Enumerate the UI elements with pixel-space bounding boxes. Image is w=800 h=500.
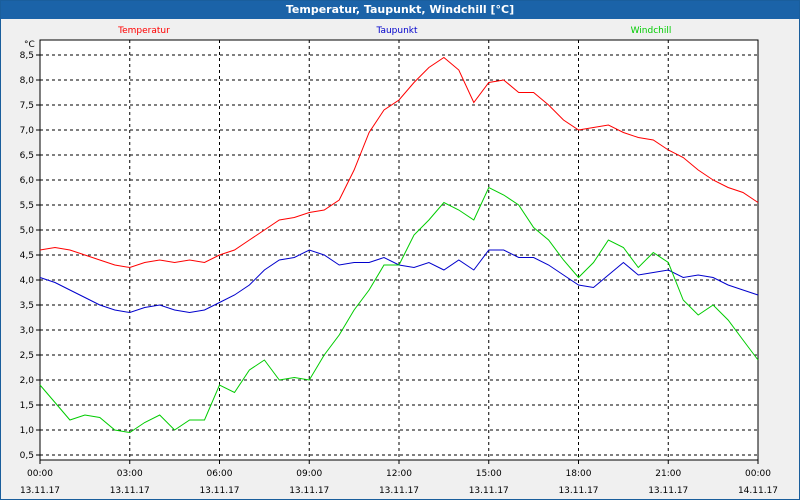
x-axis: 00:00 13.11.17 03:00 13.11.17 06:00 13.11.17 0… xyxy=(20,460,778,496)
y-tick-label: 4,5 xyxy=(20,251,34,261)
series-lines xyxy=(39,56,759,434)
x-tick-date-label: 13.11.17 xyxy=(199,486,239,496)
y-tick-label: 7,0 xyxy=(20,126,35,136)
y-tick-label: 4,0 xyxy=(20,276,35,286)
y-tick-label: 8,5 xyxy=(20,51,34,61)
legend-entry-windchill: Windchill xyxy=(631,26,672,36)
y-tick-label: 2,0 xyxy=(20,376,35,386)
y-tick-label: 6,0 xyxy=(20,176,35,186)
x-tick-time-label: 00:00 xyxy=(745,469,771,479)
x-tick-time-label: 18:00 xyxy=(566,469,592,479)
y-tick-label: 5,5 xyxy=(20,201,34,211)
x-tick-time-label: 12:00 xyxy=(386,469,412,479)
legend-entry-temperatur: Temperatur xyxy=(117,26,170,36)
series-line-windchill xyxy=(39,186,759,434)
legend: Temperatur Taupunkt Windchill xyxy=(117,26,671,36)
series-line-temperatur xyxy=(39,56,759,269)
y-axis: °C 0,5 1,0 1,5 2,0 2,5 3,0 3,5 4,0 4,5 5,0 5,5 6,0 6… xyxy=(20,40,40,461)
x-tick-time-label: 00:00 xyxy=(27,469,53,479)
x-tick-date-label: 13.11.17 xyxy=(20,486,60,496)
x-tick-date-label: 13.11.17 xyxy=(558,486,598,496)
y-tick-label: 3,5 xyxy=(20,301,34,311)
x-tick-date-label: 13.11.17 xyxy=(648,486,688,496)
x-tick-time-label: 15:00 xyxy=(476,469,502,479)
y-tick-label: 0,5 xyxy=(20,451,34,461)
window-title: Temperatur, Taupunkt, Windchill [°C] xyxy=(1,1,799,19)
y-tick-label: 2,5 xyxy=(20,351,34,361)
y-tick-label: 1,0 xyxy=(20,426,35,436)
x-tick-date-label: 14.11.17 xyxy=(738,486,778,496)
x-tick-time-label: 06:00 xyxy=(207,469,233,479)
x-tick-time-label: 03:00 xyxy=(117,469,143,479)
y-tick-label: 7,5 xyxy=(20,101,34,111)
x-tick-time-label: 21:00 xyxy=(655,469,681,479)
x-tick-date-label: 13.11.17 xyxy=(379,486,419,496)
y-tick-label: 8,0 xyxy=(20,76,35,86)
grid-lines xyxy=(39,40,759,460)
x-tick-time-label: 09:00 xyxy=(296,469,322,479)
y-tick-label: 6,5 xyxy=(20,151,34,161)
x-tick-date-label: 13.11.17 xyxy=(289,486,329,496)
y-tick-label: 1,5 xyxy=(20,401,34,411)
y-tick-label: 3,0 xyxy=(20,326,35,336)
legend-entry-taupunkt: Taupunkt xyxy=(375,26,418,36)
x-tick-date-label: 13.11.17 xyxy=(469,486,509,496)
y-tick-label: 5,0 xyxy=(20,226,35,236)
y-axis-unit-label: °C xyxy=(24,40,35,50)
x-tick-date-label: 13.11.17 xyxy=(110,486,150,496)
